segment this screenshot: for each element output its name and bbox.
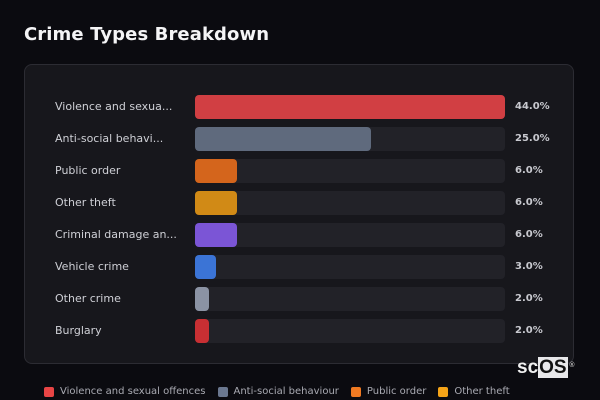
legend-item[interactable]: Other theft — [438, 386, 510, 397]
bar-label: Violence and sexua... — [55, 100, 173, 113]
logo-sc: sc — [517, 357, 539, 378]
legend-swatch-icon — [350, 386, 361, 397]
bar-label: Anti-social behavi... — [55, 132, 164, 145]
bar-row[interactable]: Violence and sexua... 44.0% — [25, 95, 573, 119]
bar-value: 3.0% — [515, 261, 543, 272]
registered-icon: ® — [569, 362, 575, 369]
bar-row[interactable]: Public order 6.0% — [25, 159, 573, 183]
bar-fill[interactable] — [195, 223, 238, 247]
bar-track — [195, 319, 505, 343]
legend-label: Anti-social behaviour — [233, 386, 339, 397]
chart-legend: Violence and sexual offences Anti-social … — [44, 386, 510, 397]
bar-fill[interactable] — [195, 127, 372, 151]
legend-item[interactable]: Violence and sexual offences — [44, 386, 206, 397]
legend-item[interactable]: Anti-social behaviour — [217, 386, 339, 397]
legend-swatch-icon — [217, 386, 228, 397]
bar-fill[interactable] — [195, 255, 217, 279]
bar-row[interactable]: Anti-social behavi... 25.0% — [25, 127, 573, 151]
bar-track — [195, 95, 505, 119]
bar-label: Criminal damage an... — [55, 228, 177, 241]
bar-value: 6.0% — [515, 229, 543, 240]
bar-row[interactable]: Other theft 6.0% — [25, 191, 573, 215]
bar-row[interactable]: Criminal damage an... 6.0% — [25, 223, 573, 247]
bar-track — [195, 223, 505, 247]
legend-label: Violence and sexual offences — [60, 386, 206, 397]
bar-value: 6.0% — [515, 197, 543, 208]
bar-fill[interactable] — [195, 159, 238, 183]
bar-label: Other crime — [55, 292, 121, 305]
bar-fill[interactable] — [195, 191, 238, 215]
bar-value: 2.0% — [515, 293, 543, 304]
legend-swatch-icon — [44, 386, 54, 397]
legend-label: Other theft — [454, 386, 510, 397]
legend-swatch-icon — [438, 386, 449, 397]
legend-label: Public order — [366, 386, 427, 397]
bar-track — [195, 255, 505, 279]
bar-value: 2.0% — [515, 325, 543, 336]
bar-label: Vehicle crime — [55, 260, 129, 273]
bar-track — [195, 159, 505, 183]
bar-label: Burglary — [55, 324, 102, 337]
logo-os: OS — [538, 357, 568, 378]
bar-row[interactable]: Other crime 2.0% — [25, 287, 573, 311]
chart-card: Violence and sexua... 44.0% Anti-social be… — [24, 64, 574, 364]
bar-value: 25.0% — [515, 133, 550, 144]
bar-track — [195, 287, 505, 311]
bar-label: Other theft — [55, 196, 116, 209]
bar-label: Public order — [55, 164, 121, 177]
bar-track — [195, 127, 505, 151]
bar-row[interactable]: Burglary 2.0% — [25, 319, 573, 343]
bar-track — [195, 191, 505, 215]
bar-fill[interactable] — [195, 95, 505, 119]
page-title: Crime Types Breakdown — [24, 24, 270, 45]
bar-value: 6.0% — [515, 165, 543, 176]
scos-logo: scOS ® — [517, 357, 575, 378]
bar-value: 44.0% — [515, 101, 550, 112]
bar-fill[interactable] — [195, 287, 210, 311]
bar-row[interactable]: Vehicle crime 3.0% — [25, 255, 573, 279]
bar-fill[interactable] — [195, 319, 210, 343]
legend-item[interactable]: Public order — [350, 386, 427, 397]
